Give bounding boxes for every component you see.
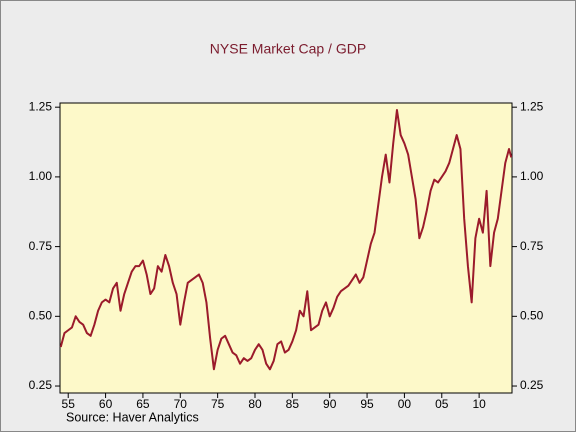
x-tick-label: 10 xyxy=(472,397,486,411)
plot-area xyxy=(59,102,513,394)
y-tick-label: 1.25 xyxy=(29,99,53,113)
y-tick-label: 0.75 xyxy=(29,239,53,253)
x-tick-label: 00 xyxy=(398,397,412,411)
y2-tick-label: 0.25 xyxy=(520,378,544,392)
x-tick-label: 80 xyxy=(248,397,262,411)
chart-title: NYSE Market Cap / GDP xyxy=(210,41,366,57)
x-tick-label: 85 xyxy=(286,397,300,411)
y2-tick-label: 1.25 xyxy=(520,99,544,113)
x-tick-label: 60 xyxy=(99,397,113,411)
y-tick-label: 1.00 xyxy=(29,169,53,183)
x-tick-label: 65 xyxy=(136,397,150,411)
x-tick-label: 55 xyxy=(62,397,76,411)
x-tick-label: 95 xyxy=(360,397,374,411)
y-tick-label: 0.25 xyxy=(29,378,53,392)
y2-tick-label: 0.75 xyxy=(520,239,544,253)
x-tick-label: 70 xyxy=(174,397,188,411)
data-line xyxy=(59,108,513,371)
y2-tick-label: 0.50 xyxy=(520,308,544,322)
x-tick-label: 90 xyxy=(323,397,337,411)
y2-tick-label: 1.00 xyxy=(520,169,544,183)
source-note: Source: Haver Analytics xyxy=(66,410,199,424)
x-tick-label: 05 xyxy=(435,397,449,411)
x-tick-label: 75 xyxy=(211,397,225,411)
y-tick-label: 0.50 xyxy=(29,308,53,322)
